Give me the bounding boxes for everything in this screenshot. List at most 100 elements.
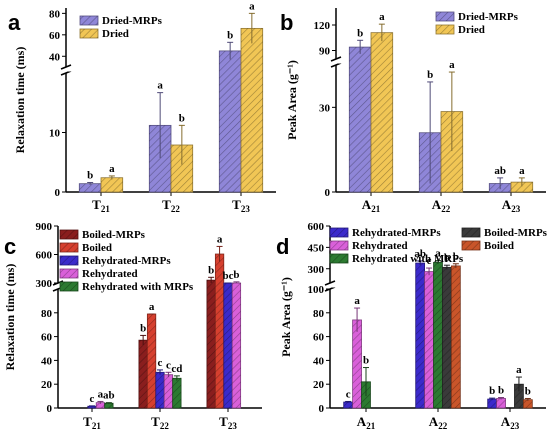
bar-hatch xyxy=(87,406,97,408)
axis-break-mark xyxy=(60,70,72,76)
bar-hatch xyxy=(496,398,506,408)
y-tick-label: 80 xyxy=(41,308,53,320)
legend-label: Dried xyxy=(458,24,485,36)
legend-label: Rehydrated-MRPs xyxy=(82,255,171,267)
significance-letter: a xyxy=(217,233,223,245)
significance-letter: c xyxy=(427,255,432,267)
legend-swatch-hatch xyxy=(330,241,348,250)
legend-swatch-hatch xyxy=(462,241,480,250)
legend-item: Rehydrated xyxy=(329,240,408,252)
legend-swatch-hatch xyxy=(436,25,454,34)
y-tick-label: 60 xyxy=(313,332,325,344)
significance-letter: a xyxy=(109,163,115,175)
legend-item: Rehydrated with MRPs xyxy=(329,253,464,265)
bar-group xyxy=(352,319,362,409)
x-tick-label: A22 xyxy=(432,197,451,214)
bar-hatch xyxy=(171,144,193,192)
bar-hatch xyxy=(149,125,171,192)
significance-letter: a xyxy=(98,388,104,400)
significance-letter: b xyxy=(208,264,214,276)
bar-group xyxy=(348,46,372,193)
bar-hatch xyxy=(155,372,165,408)
y-tick-label: 40 xyxy=(313,355,325,367)
y-tick-label: 90 xyxy=(319,46,331,58)
legend-label: Boiled xyxy=(82,242,112,254)
bar-group xyxy=(487,398,498,409)
panel-a: a Relaxation time (ms) 0 10 40 60 80 T21 b a T22 a b… xyxy=(8,0,276,214)
significance-letter: a xyxy=(379,11,385,23)
legend-swatch-hatch xyxy=(80,16,98,25)
break-gap xyxy=(337,60,546,64)
y-axis-label: Relaxation time (ms) xyxy=(3,264,17,371)
significance-letter: a xyxy=(519,165,525,177)
legend-label: Dried-MRPs xyxy=(102,15,163,27)
significance-letter: c xyxy=(166,359,171,371)
x-tick-label: T22 xyxy=(162,197,180,214)
bar-group xyxy=(172,377,182,409)
y-tick-label: 20 xyxy=(41,379,53,391)
bar-group xyxy=(146,313,157,409)
bar-group xyxy=(104,402,114,409)
x-tick-label: A23 xyxy=(502,197,521,214)
significance-letter: b xyxy=(357,27,363,39)
significance-letter: a xyxy=(449,59,455,71)
y-tick-label: 20 xyxy=(313,379,325,391)
significance-letter: ab xyxy=(494,165,506,177)
legend-item: Rehydrated with MRPs xyxy=(59,281,194,293)
legend-label: Boiled-MRPs xyxy=(484,227,548,239)
panel-letter: d xyxy=(276,234,289,259)
bar-hatch xyxy=(371,32,393,193)
legend-item: Boiled-MRPs xyxy=(59,229,146,241)
y-tick-label: 10 xyxy=(49,128,61,140)
significance-letter: b xyxy=(427,69,433,81)
bar-group xyxy=(100,177,124,193)
y-tick-label: 0 xyxy=(47,403,53,415)
legend-item: Boiled-MRPs xyxy=(461,227,548,239)
bar-hatch xyxy=(223,283,233,408)
bar-hatch xyxy=(219,50,241,193)
x-tick-label: T23 xyxy=(219,414,237,431)
bar-group xyxy=(148,124,172,193)
legend-label: Dried-MRPs xyxy=(458,11,519,23)
y-tick-label: 80 xyxy=(49,8,61,20)
significance-letter: b xyxy=(498,385,504,397)
bar-group xyxy=(240,27,264,193)
bar-group xyxy=(231,282,242,409)
bar-hatch xyxy=(442,267,452,408)
bar-hatch xyxy=(215,254,224,408)
panel-letter: c xyxy=(4,234,16,259)
panel-c: c Relaxation time (ms) 0 20 40 60 80 300 600 900 T… xyxy=(3,221,262,431)
legend-label: Rehydrated with MRPs xyxy=(82,281,194,293)
y-tick-label: 0 xyxy=(319,403,325,415)
axis-break-mark xyxy=(60,64,72,70)
legend-label: Rehydrated with MRPs xyxy=(352,253,464,265)
bar-hatch xyxy=(104,403,114,408)
legend-item: Boiled xyxy=(461,240,514,252)
bar-group xyxy=(78,183,102,193)
significance-letter: b xyxy=(444,252,450,264)
bar-group xyxy=(415,262,426,409)
x-tick-label: T23 xyxy=(232,197,250,214)
legend-swatch-hatch xyxy=(80,29,98,38)
significance-letter: a xyxy=(157,80,163,92)
bar-hatch xyxy=(511,182,533,192)
legend-swatch-hatch xyxy=(330,228,348,237)
legend-label: Dried xyxy=(102,28,129,40)
significance-letter: a xyxy=(249,0,255,12)
bar-group xyxy=(343,401,354,409)
bar-group xyxy=(370,32,394,193)
legend-swatch-hatch xyxy=(436,12,454,21)
bar-group xyxy=(424,271,434,409)
significance-letter: b xyxy=(87,169,93,181)
y-tick-label: 80 xyxy=(313,308,325,320)
y-tick-label: 300 xyxy=(308,264,325,276)
bar-group xyxy=(155,371,165,409)
legend-swatch-hatch xyxy=(462,228,480,237)
y-axis-label: Peak Area (g⁻¹) xyxy=(285,60,299,140)
legend-swatch-hatch xyxy=(330,254,348,263)
significance-letter: bc xyxy=(223,270,234,282)
bar-group xyxy=(218,50,242,193)
bar-hatch xyxy=(451,265,461,408)
y-tick-label: 30 xyxy=(319,102,331,114)
axis-break-mark xyxy=(330,62,342,68)
